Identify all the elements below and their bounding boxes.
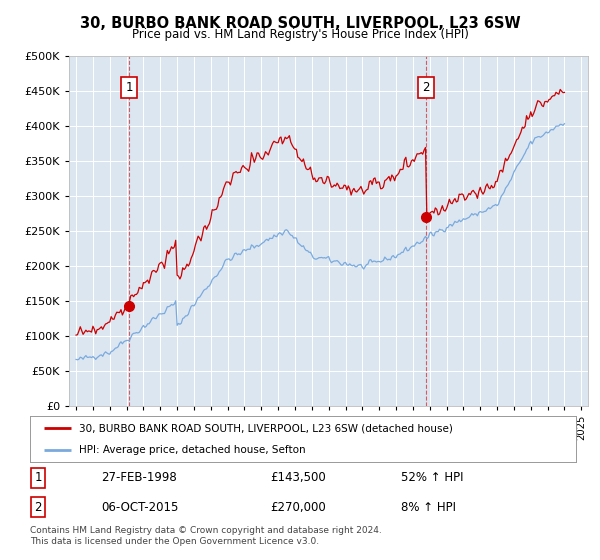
- Text: 52% ↑ HPI: 52% ↑ HPI: [401, 471, 464, 484]
- Text: Price paid vs. HM Land Registry's House Price Index (HPI): Price paid vs. HM Land Registry's House …: [131, 28, 469, 41]
- Text: Contains HM Land Registry data © Crown copyright and database right 2024.
This d: Contains HM Land Registry data © Crown c…: [30, 526, 382, 546]
- Text: 8% ↑ HPI: 8% ↑ HPI: [401, 501, 456, 514]
- Text: £270,000: £270,000: [270, 501, 326, 514]
- Text: 1: 1: [34, 471, 42, 484]
- Text: HPI: Average price, detached house, Sefton: HPI: Average price, detached house, Seft…: [79, 445, 306, 455]
- Text: 2: 2: [34, 501, 42, 514]
- Text: £143,500: £143,500: [270, 471, 326, 484]
- Text: 30, BURBO BANK ROAD SOUTH, LIVERPOOL, L23 6SW: 30, BURBO BANK ROAD SOUTH, LIVERPOOL, L2…: [80, 16, 520, 31]
- Text: 27-FEB-1998: 27-FEB-1998: [101, 471, 177, 484]
- Text: 06-OCT-2015: 06-OCT-2015: [101, 501, 178, 514]
- Text: 30, BURBO BANK ROAD SOUTH, LIVERPOOL, L23 6SW (detached house): 30, BURBO BANK ROAD SOUTH, LIVERPOOL, L2…: [79, 423, 453, 433]
- Text: 1: 1: [125, 81, 133, 94]
- Text: 2: 2: [422, 81, 430, 94]
